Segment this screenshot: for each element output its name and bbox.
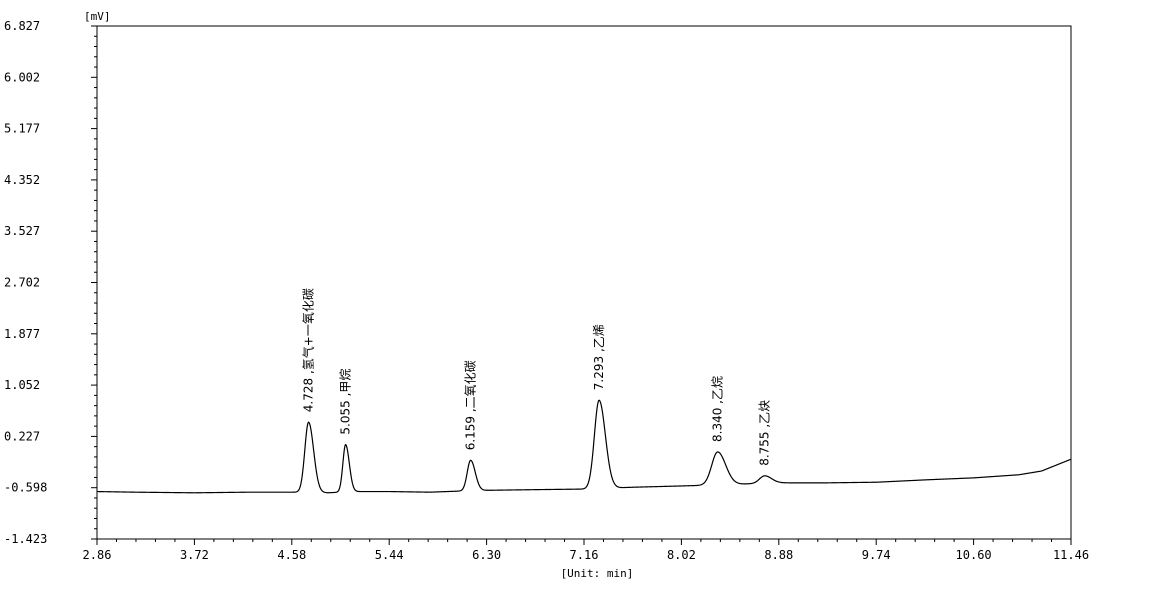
x-tick-label: 8.88: [764, 548, 793, 562]
x-tick-label: 4.58: [277, 548, 306, 562]
y-tick-label: 6.002: [4, 70, 40, 84]
y-tick-label: 2.702: [4, 276, 40, 290]
x-tick-label: 2.86: [83, 548, 112, 562]
peak-label: 4.728 ,氢气+一氧化碳: [301, 288, 316, 412]
peak-label: 7.293 ,乙烯: [592, 324, 606, 390]
x-tick-label: 6.30: [472, 548, 501, 562]
x-tick-label: 7.16: [570, 548, 599, 562]
x-axis-unit-label: [Unit: min]: [561, 567, 634, 580]
x-tick-label: 10.60: [956, 548, 992, 562]
peak-labels: 4.728 ,氢气+一氧化碳 5.055 ,甲烷 6.159 ,二氧化碳 7.293 …: [301, 288, 772, 466]
peak-label: 8.755 ,乙炔: [758, 400, 772, 466]
peak-label: 8.340 ,乙烷: [711, 376, 725, 442]
y-axis-unit-label: [mV]: [84, 10, 111, 23]
y-tick-label: 4.352: [4, 173, 40, 187]
chromatogram-trace: [97, 399, 1072, 494]
y-tick-label: 6.827: [4, 19, 40, 33]
y-tick-label: 1.877: [4, 327, 40, 341]
peak-label: 5.055 ,甲烷: [339, 369, 353, 435]
plot-frame: [96, 25, 1072, 540]
x-tick-label: 8.02: [667, 548, 696, 562]
x-tick-label: 9.74: [862, 548, 891, 562]
x-tick-label: 11.46: [1053, 548, 1089, 562]
peak-label: 6.159 ,二氧化碳: [464, 360, 478, 450]
y-tick-label: 5.177: [4, 122, 40, 136]
trace-layer: [97, 399, 1072, 494]
y-tick-label: 0.227: [4, 429, 40, 443]
y-axis: 6.827 6.002 5.177 4.352 3.527 2.702 1.877 1.052…: [4, 19, 97, 546]
y-tick-label: -1.423: [4, 532, 47, 546]
x-tick-label: 3.72: [180, 548, 209, 562]
x-axis: 2.86 3.72 4.58 5.44 6.30 7.16 8.02 8.88 9.74 10.6…: [83, 539, 1089, 562]
y-tick-label: 3.527: [4, 224, 40, 238]
plot-border: [96, 25, 1072, 540]
y-tick-label: -0.598: [4, 481, 47, 495]
x-tick-label: 5.44: [375, 548, 404, 562]
y-tick-label: 1.052: [4, 378, 40, 392]
